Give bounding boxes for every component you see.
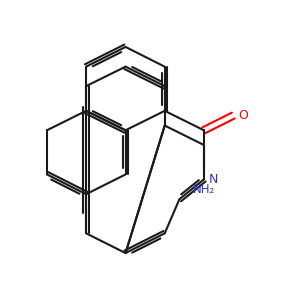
Text: N: N	[209, 173, 219, 186]
Text: O: O	[238, 109, 248, 122]
Text: NH₂: NH₂	[193, 183, 215, 196]
